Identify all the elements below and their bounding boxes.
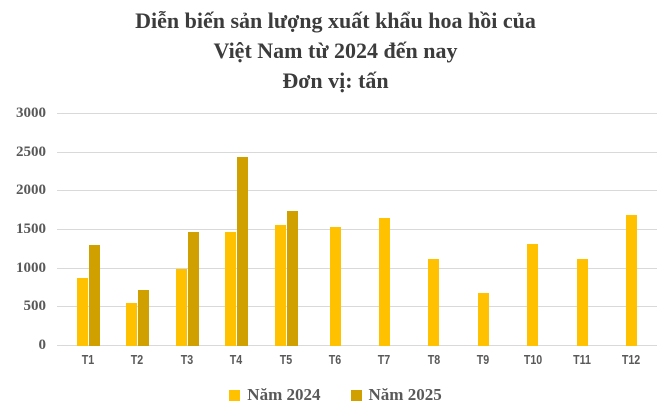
- bar-nam-2025: [187, 232, 199, 346]
- x-axis-label: T7: [378, 352, 391, 367]
- y-tick-label: 0: [38, 337, 47, 353]
- gridline: [57, 151, 657, 153]
- bar-nam-2024: [126, 303, 138, 346]
- bar-nam-2025: [89, 245, 100, 346]
- x-axis-label: T9: [476, 352, 490, 367]
- y-tick-label: 2500: [16, 143, 46, 160]
- bar-nam-2024: [576, 258, 588, 346]
- bar-nam-2024: [329, 226, 341, 346]
- x-axis-label: T5: [279, 352, 292, 367]
- legend-swatch-nam-2024: [229, 389, 241, 401]
- y-tick-label: 1000: [16, 259, 46, 276]
- gridline: [57, 267, 657, 269]
- plot-area: [57, 113, 657, 346]
- bar-nam-2025: [138, 289, 150, 346]
- bar-nam-2024: [428, 258, 440, 346]
- x-axis-label: T12: [622, 352, 641, 367]
- x-axis-label: T1: [81, 352, 95, 367]
- x-axis-label: T4: [229, 352, 243, 367]
- chart-title-line-2: Việt Nam từ 2024 đến nay: [213, 38, 458, 63]
- y-tick-label: 500: [23, 298, 47, 315]
- bar-nam-2024: [225, 231, 237, 346]
- gridline: [57, 113, 657, 114]
- legend-item-nam-2025: Năm 2025: [350, 385, 442, 404]
- chart-title-line-3: Đơn vị: tấn: [282, 68, 389, 93]
- bar-nam-2024: [274, 225, 286, 346]
- bar-nam-2025: [237, 157, 249, 346]
- y-tick-label: 1500: [16, 221, 46, 237]
- bar-nam-2024: [77, 277, 88, 346]
- gridline: [57, 190, 657, 192]
- bar-nam-2024: [527, 243, 539, 346]
- y-axis: 0 500 1000 1500 2000 2500 3000: [0, 0, 46, 418]
- chart-title: Diễn biến sản lượng xuất khẩu hoa hồi củ…: [0, 6, 671, 96]
- chart-title-line-1: Diễn biến sản lượng xuất khẩu hoa hồi củ…: [135, 8, 536, 33]
- legend-item-nam-2024: Năm 2024: [229, 385, 321, 404]
- x-axis-label: T10: [523, 352, 542, 367]
- legend: Năm 2024 Năm 2025: [0, 386, 671, 404]
- legend-label-nam-2024: Năm 2024: [247, 385, 321, 404]
- x-axis-label: T11: [573, 352, 591, 367]
- x-axis-label: T6: [328, 352, 342, 367]
- bar-nam-2025: [286, 211, 298, 346]
- bar-nam-2024: [175, 268, 187, 346]
- gridline: [57, 306, 657, 308]
- gridline: [57, 345, 657, 346]
- y-tick-label: 2000: [16, 182, 46, 199]
- bar-nam-2024: [625, 215, 637, 346]
- legend-label-nam-2025: Năm 2025: [368, 385, 442, 404]
- x-axis-label: T2: [131, 352, 144, 367]
- legend-swatch-nam-2025: [350, 389, 362, 401]
- bar-nam-2024: [477, 292, 489, 346]
- y-tick-label: 3000: [16, 105, 46, 121]
- gridline: [57, 229, 657, 230]
- bar-nam-2024: [378, 218, 390, 346]
- x-axis-label: T8: [427, 352, 441, 367]
- x-axis-label: T3: [180, 352, 194, 367]
